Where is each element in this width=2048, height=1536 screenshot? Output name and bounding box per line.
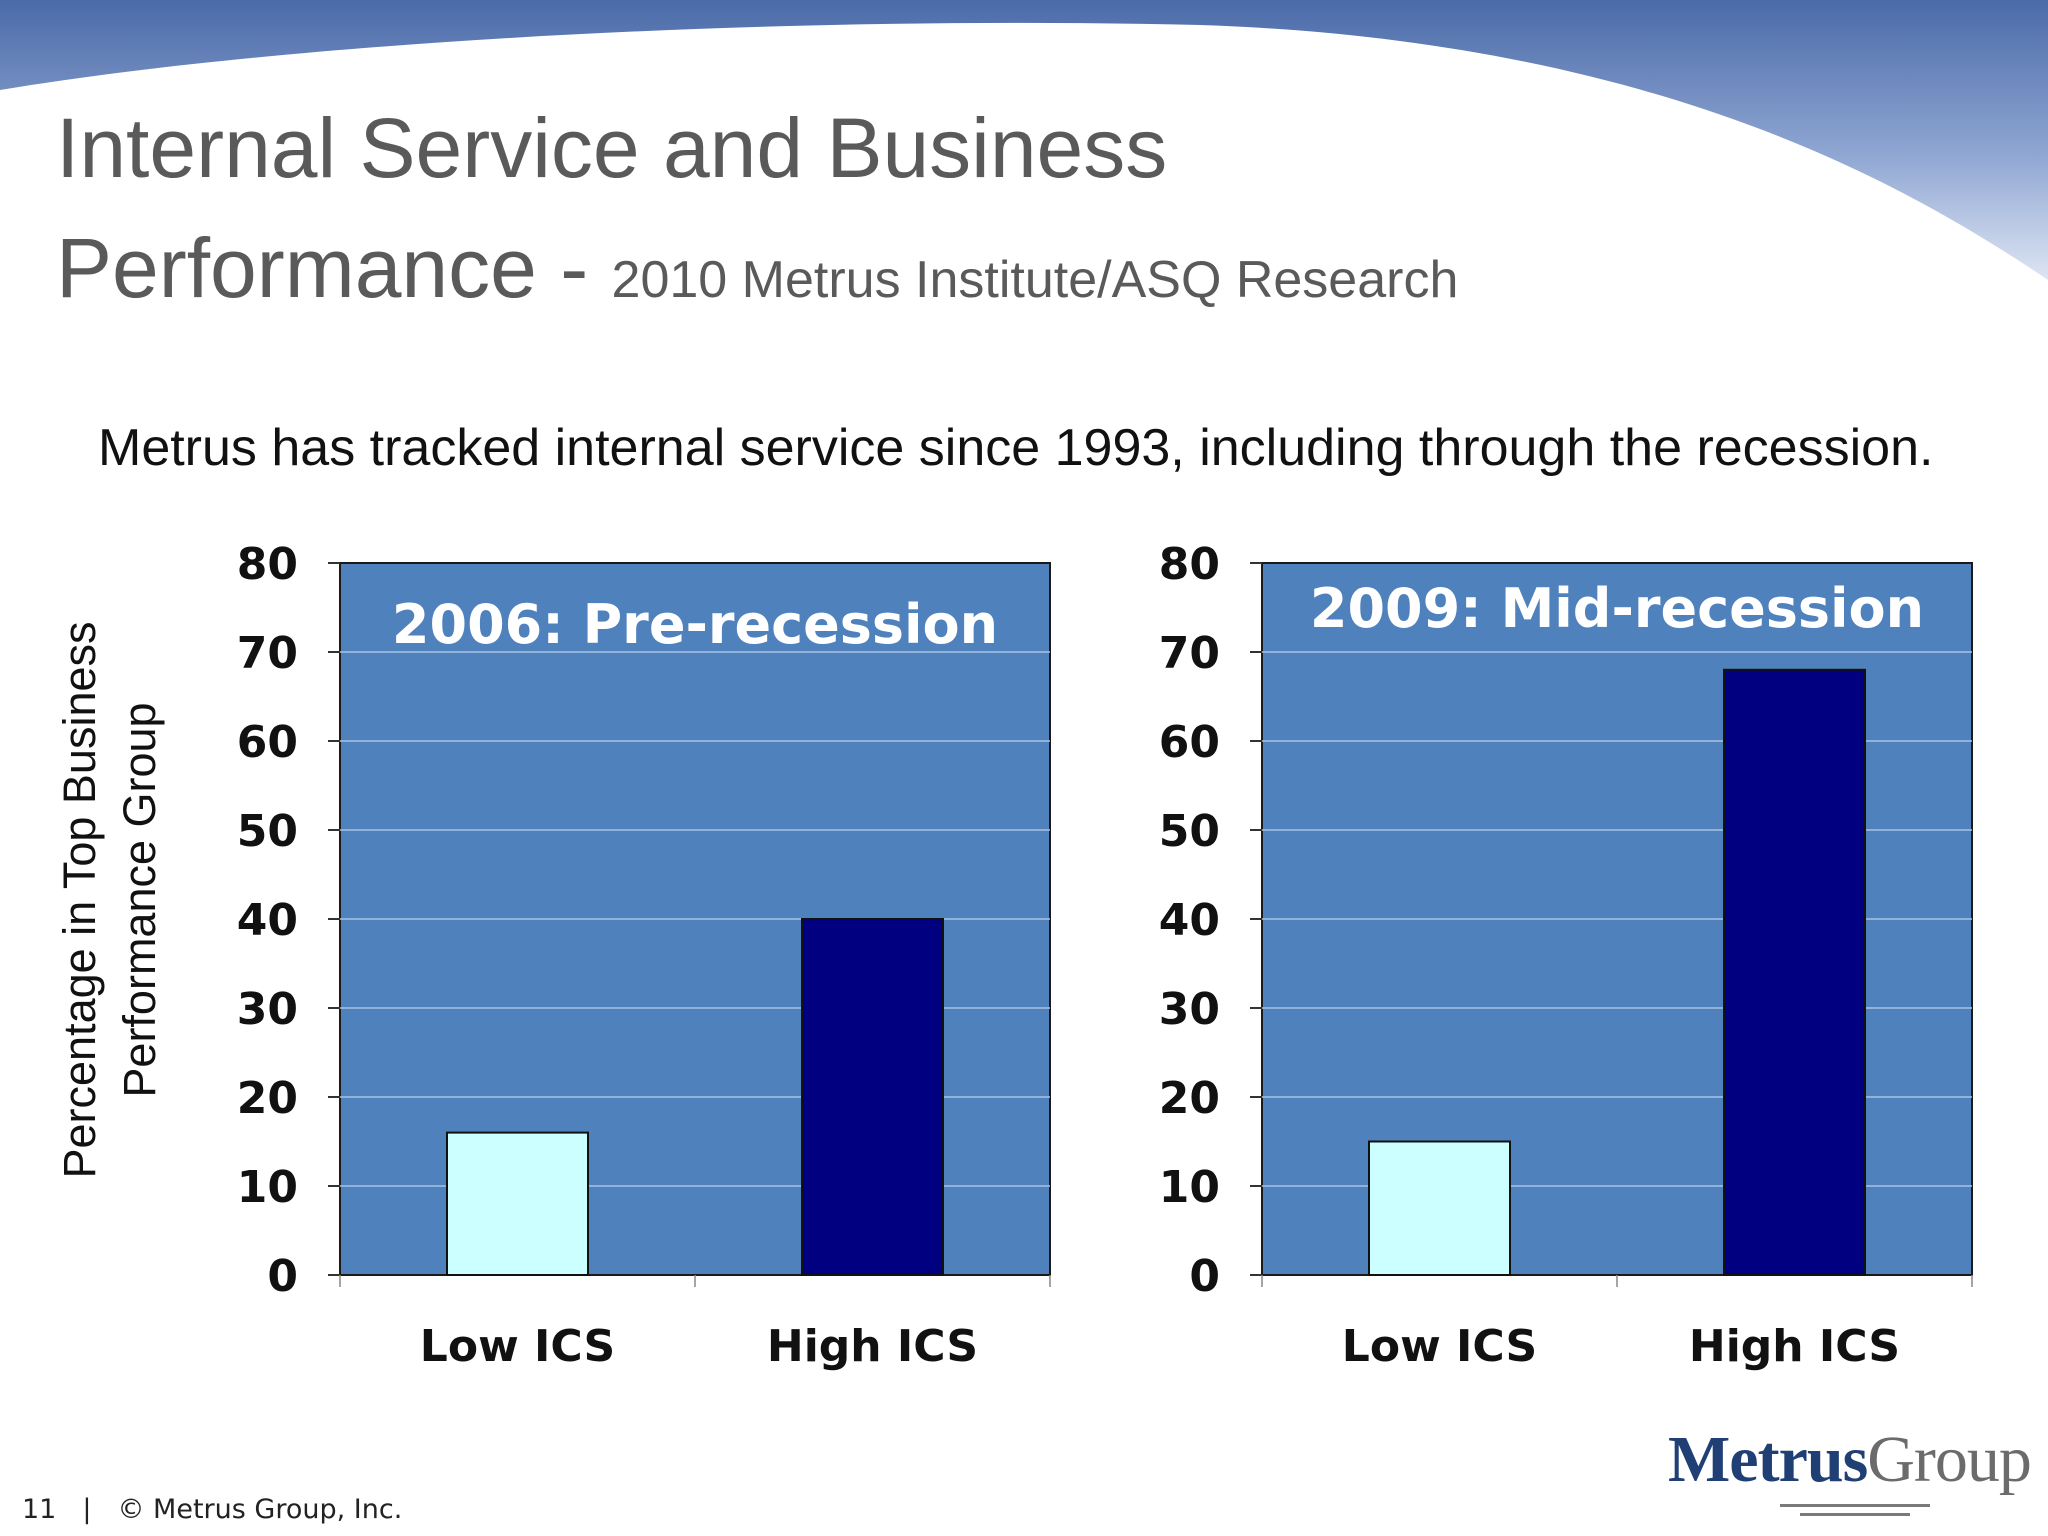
metrus-group-logo: MetrusGroup <box>1668 1420 2032 1520</box>
logo-underline-2 <box>1800 1513 1910 1516</box>
y-tick-label: 20 <box>237 1073 298 1124</box>
y-tick-label: 0 <box>267 1251 298 1302</box>
y-tick-label: 30 <box>1159 984 1220 1035</box>
y-tick-label: 60 <box>1159 717 1220 768</box>
slide-subtitle: 2010 Metrus Institute/ASQ Research <box>611 251 1459 309</box>
chart-title: 2009: Mid-recession <box>1310 577 1924 640</box>
y-tick-label: 40 <box>1159 895 1220 946</box>
bar-high-ics <box>801 918 944 1276</box>
y-tick-label: 10 <box>1159 1162 1220 1213</box>
x-category-label: High ICS <box>1689 1321 1900 1372</box>
y-tick-label: 70 <box>1159 628 1220 679</box>
footer: 11 | © Metrus Group, Inc. <box>22 1494 402 1525</box>
x-category-label: Low ICS <box>420 1321 615 1372</box>
slide-title: Internal Service and Business Performanc… <box>56 88 1458 340</box>
x-category-label: Low ICS <box>1342 1321 1537 1372</box>
y-tick-label: 50 <box>1159 806 1220 857</box>
y-axis-label: Percentage in Top Business Performance G… <box>50 570 170 1230</box>
chart-2006-pre-recession: 0 10 20 30 40 50 60 70 80 Low ICS High ICS 2006: Pr… <box>237 540 1051 1372</box>
y-tick-label: 20 <box>1159 1073 1220 1124</box>
logo-metrus: Metrus <box>1668 1423 1868 1496</box>
y-tick-label: 0 <box>1189 1251 1220 1302</box>
bar-low-ics <box>446 1131 589 1276</box>
chart-title: 2006: Pre-recession <box>392 593 998 656</box>
y-axis-label-line1: Percentage in Top Business <box>54 621 105 1179</box>
y-axis-label-line2: Performance Group <box>114 702 165 1098</box>
page-number: 11 <box>22 1494 57 1525</box>
y-tick-label: 50 <box>237 806 298 857</box>
slide-title-line1: Internal Service and Business <box>56 101 1168 195</box>
slide-title-line2: Performance - <box>56 221 589 315</box>
header-swoosh <box>0 0 2048 280</box>
x-category-label: High ICS <box>767 1321 978 1372</box>
bar-low-ics <box>1368 1140 1511 1276</box>
y-tick-label: 70 <box>237 628 298 679</box>
y-tick-label: 80 <box>1159 540 1220 590</box>
footer-copyright: © Metrus Group, Inc. <box>117 1494 403 1525</box>
y-tick-label: 40 <box>237 895 298 946</box>
y-tick-label: 60 <box>237 717 298 768</box>
chart-2009-mid-recession: 0 10 20 30 40 50 60 70 80 Low ICS High ICS 2009: Mi… <box>1159 540 1973 1372</box>
footer-separator: | <box>82 1494 92 1525</box>
y-tick-label: 30 <box>237 984 298 1035</box>
bar-high-ics <box>1723 668 1866 1277</box>
logo-underline-1 <box>1780 1504 1930 1507</box>
y-tick-label: 10 <box>237 1162 298 1213</box>
y-tick-label: 80 <box>237 540 298 590</box>
logo-group: Group <box>1867 1423 2032 1496</box>
intro-text: Metrus has tracked internal service sinc… <box>98 419 1934 477</box>
